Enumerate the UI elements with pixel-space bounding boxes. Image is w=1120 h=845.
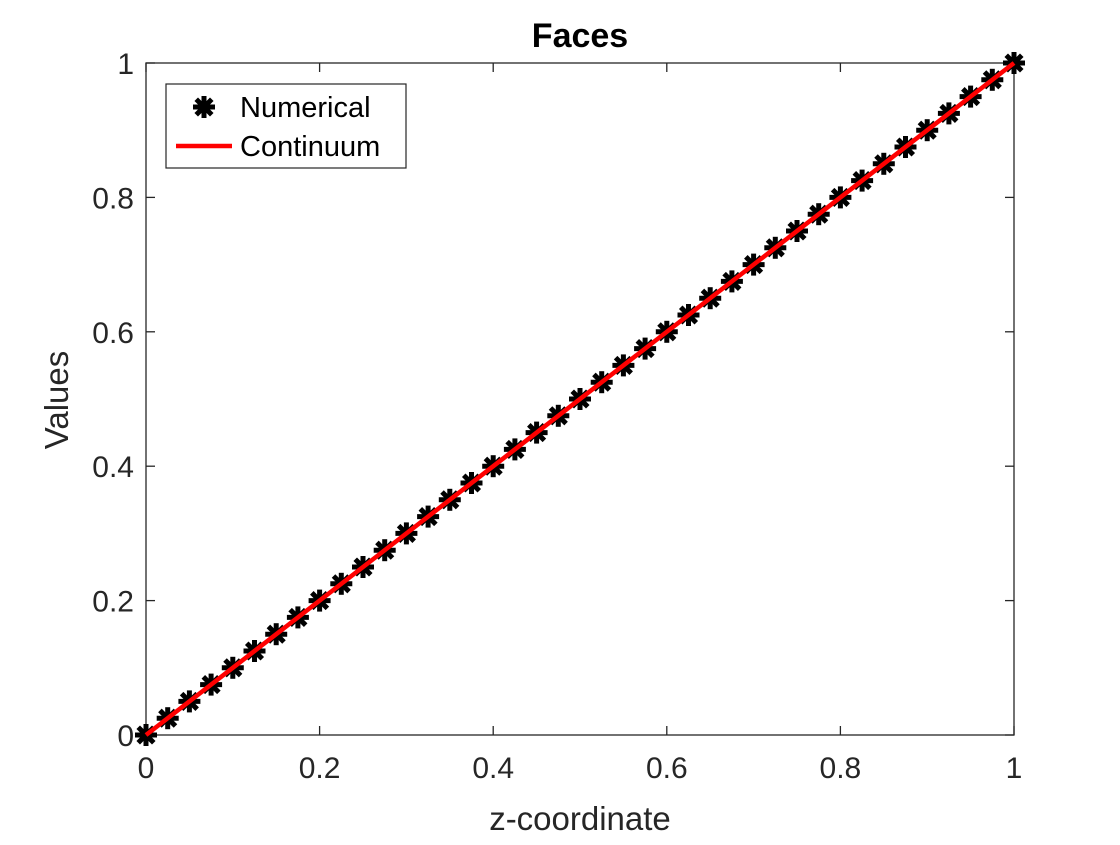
- axes: 0 0.2 0.4 0.6 0.8 1 0 0.2 0.4 0.6 0.8 1: [92, 48, 1022, 785]
- series-line-continuum: [144, 61, 1016, 737]
- y-axis-label: Values: [38, 351, 75, 449]
- x-tick-label: 0.2: [299, 752, 341, 785]
- plot-series: [135, 52, 1025, 746]
- legend-label: Continuum: [240, 131, 380, 163]
- x-tick-label: 0.4: [472, 752, 514, 785]
- x-tick-label: 1: [1006, 752, 1023, 785]
- x-tick-label: 0.6: [646, 752, 688, 785]
- y-tick-label: 0.8: [92, 182, 134, 215]
- y-tick-label: 1: [117, 48, 134, 81]
- y-tick-label: 0.4: [92, 451, 134, 484]
- legend-label: Numerical: [240, 92, 371, 124]
- x-tick-label: 0.8: [820, 752, 862, 785]
- y-tick-label: 0.6: [92, 317, 134, 350]
- x-axis-label: z-coordinate: [489, 800, 671, 837]
- plot-area-frame: [145, 62, 1015, 736]
- legend-marker-numerical: [193, 96, 215, 118]
- chart-title: Faces: [532, 17, 628, 55]
- y-tick-label: 0: [117, 720, 134, 753]
- y-tick-label: 0.2: [92, 586, 134, 619]
- legend: Numerical Continuum: [165, 83, 407, 169]
- x-tick-label: 0: [138, 752, 155, 785]
